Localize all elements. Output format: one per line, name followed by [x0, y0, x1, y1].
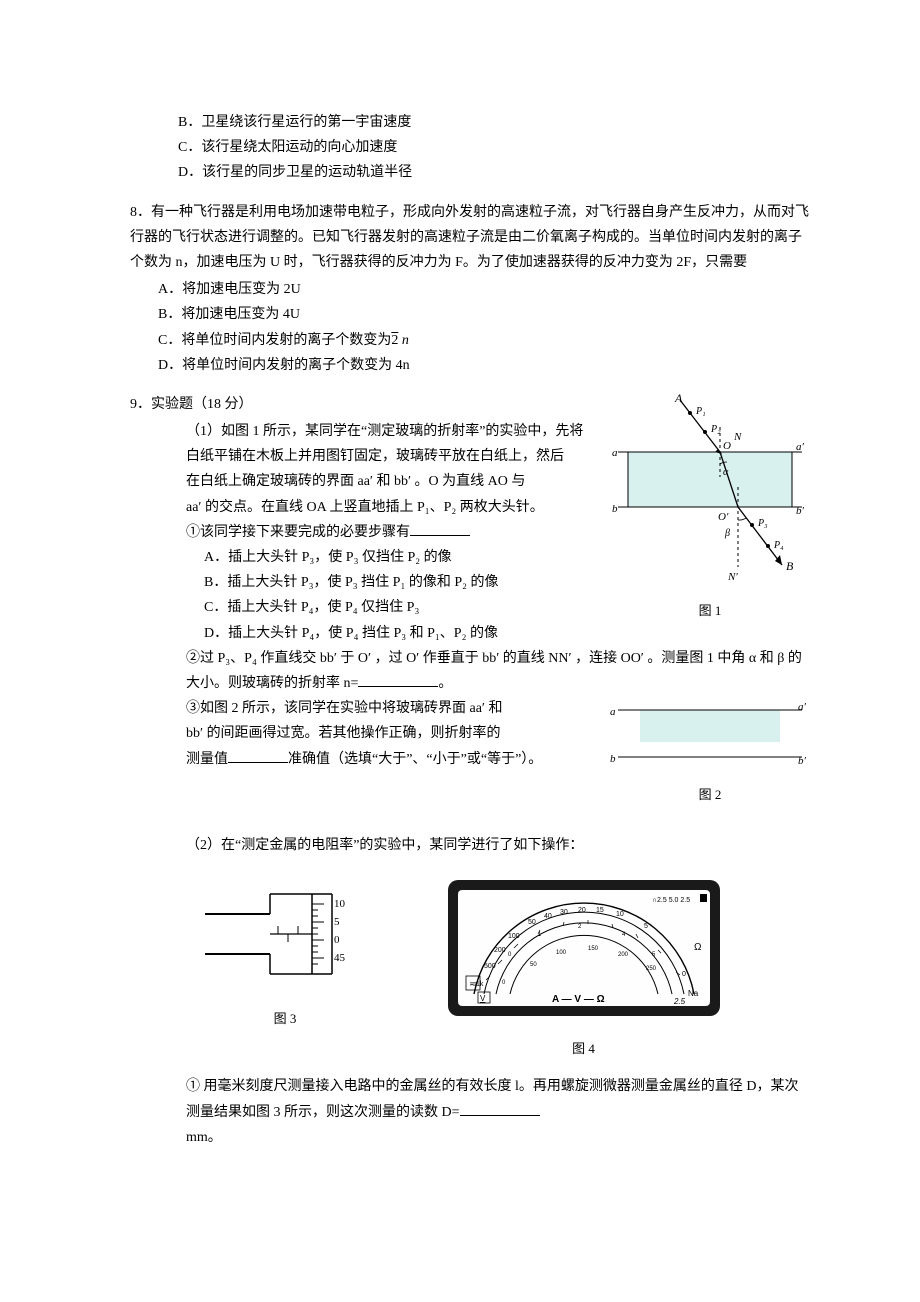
svg-text:α: α [723, 467, 729, 478]
q9-sub2: ②过 P₃、P₄ 作直线交 bb′ 于 O′ ，过 O′ 作垂直于 bb′ 的直… [186, 646, 810, 696]
figure-2-caption: 图 2 [610, 783, 810, 806]
q8-stem: 有一种飞行器是利用电场加速带电粒子，形成向外发射的高速粒子流，对飞行器自身产生反… [130, 205, 809, 270]
svg-text:10: 10 [334, 898, 346, 910]
figure-3-caption: 图 3 [190, 1007, 380, 1030]
svg-text:0: 0 [682, 971, 686, 978]
figure-1-svg: N N′ A P₁ P₂ B P₃ [610, 392, 810, 597]
q8: 8．有一种飞行器是利用电场加速带电粒子，形成向外发射的高速粒子流，对飞行器自身产… [130, 200, 810, 378]
q9-part1-label: （1） [186, 424, 221, 439]
q9-p1-l4: aa′ 的交点。在直线 OA 上竖直地插上 P₁、P₂ 两枚大头针。 [186, 500, 544, 515]
svg-text:b: b [610, 753, 616, 765]
q8-opt-b: B．将加速电压变为 4U [158, 302, 810, 327]
svg-text:a′: a′ [798, 702, 807, 713]
svg-text:150: 150 [588, 946, 599, 952]
q9-title: 实验题（18 分） [151, 397, 253, 412]
figure-2-svg: a a′ b b′ [610, 702, 810, 772]
svg-text:200: 200 [494, 947, 506, 954]
q8-number: 8． [130, 205, 151, 220]
svg-text:b′: b′ [798, 755, 807, 767]
blank-d [460, 1101, 540, 1116]
svg-text:a: a [612, 447, 618, 459]
svg-text:40: 40 [544, 913, 552, 920]
svg-text:b′: b′ [796, 505, 805, 517]
svg-text:5: 5 [334, 916, 340, 928]
figure-4: ∩2.5 5.0 2.5 1k 500 200 100 50 40 30 20 [444, 876, 724, 1061]
figure-4-caption: 图 4 [444, 1037, 724, 1060]
svg-text:200: 200 [618, 952, 629, 958]
q7-opt-d: D．该行星的同步卫星的运动轨道半径 [178, 160, 810, 185]
q8-opt-a: A．将加速电压变为 2U [158, 277, 810, 302]
svg-text:∩2.5 5.0 2.5: ∩2.5 5.0 2.5 [652, 897, 690, 904]
svg-text:100: 100 [508, 933, 520, 940]
svg-text:30: 30 [560, 909, 568, 916]
figure-1: N N′ A P₁ P₂ B P₃ [610, 392, 810, 622]
svg-text:20: 20 [578, 907, 586, 914]
svg-text:Na: Na [688, 989, 699, 998]
q9-part2-stem: 在“测定金属的电阻率”的实验中，某同学进行了如下操作： [221, 838, 583, 853]
q8-opt-c-pre: C．将单位时间内发射的离子个数变为 [158, 333, 391, 348]
blank-steps [410, 521, 470, 536]
q9-part2-sub1: ① 用毫米刻度尺测量接入电路中的金属丝的有效长度 l。再用螺旋测微器测量金属丝的… [130, 1074, 810, 1150]
blank-n [358, 672, 438, 687]
q8-opt-d: D．将单位时间内发射的离子个数变为 4n [158, 353, 810, 378]
q9-p2-s1-unit: mm。 [186, 1130, 222, 1145]
exam-page: B．卫星绕该行星运行的第一宇宙速度 C．该行星绕太阳运动的向心加速度 D．该行星… [0, 0, 920, 1302]
q9-sub1-label: ①该同学接下来要完成的必要步骤有 [186, 525, 410, 540]
svg-text:15: 15 [596, 907, 604, 914]
svg-text:N: N [733, 431, 742, 443]
svg-text:≂: ≂ [469, 979, 477, 990]
svg-text:P₂: P₂ [710, 424, 721, 435]
q9-part2: （2）在“测定金属的电阻率”的实验中，某同学进行了如下操作： [130, 833, 810, 858]
q9-sub3-tail: 准确值（选填“大于”、“小于”或“等于”）。 [288, 752, 542, 767]
blank-compare [228, 748, 288, 763]
q7-opt-c: C．该行星绕太阳运动的向心加速度 [178, 135, 810, 160]
svg-text:a: a [610, 706, 616, 718]
q9: 9．实验题（18 分） N N′ A [130, 392, 810, 1150]
svg-text:b: b [612, 503, 618, 515]
svg-text:100: 100 [556, 950, 567, 956]
q9-sub3-l3: 测量值 [186, 752, 228, 767]
svg-text:50: 50 [528, 919, 536, 926]
figure-1-caption: 图 1 [610, 599, 810, 622]
svg-text:Ω: Ω [694, 942, 702, 953]
svg-text:P₄: P₄ [773, 540, 784, 551]
q9-sub2-end: 。 [438, 676, 452, 691]
q9-p1-l1: 如图 1 所示，某同学在“测定玻璃的折射率”的实验中，先将 [221, 424, 583, 439]
svg-text:B: B [786, 559, 794, 573]
q7-options: B．卫星绕该行星运行的第一宇宙速度 C．该行星绕太阳运动的向心加速度 D．该行星… [130, 110, 810, 186]
svg-text:A — V — Ω: A — V — Ω [552, 994, 605, 1005]
figure-4-svg: ∩2.5 5.0 2.5 1k 500 200 100 50 40 30 20 [444, 876, 724, 1026]
svg-text:50: 50 [530, 962, 537, 968]
svg-text:O: O [723, 440, 731, 452]
svg-text:500: 500 [484, 963, 496, 970]
figure-3-svg: 10 5 0 45 [200, 876, 370, 996]
q9-sub3-l1: ③如图 2 所示，该同学在实验中将玻璃砖界面 aa′ 和 [186, 701, 503, 716]
q9-sub1-d: D．插上大头针 P₄，使 P₄ 挡住 P₃ 和 P₁、P₂ 的像 [204, 621, 810, 646]
q7-opt-b: B．卫星绕该行星运行的第一宇宙速度 [178, 110, 810, 135]
q9-sub2-text: ②过 P₃、P₄ 作直线交 bb′ 于 O′ ，过 O′ 作垂直于 bb′ 的直… [186, 651, 802, 691]
svg-text:250: 250 [646, 966, 657, 972]
svg-text:P₁: P₁ [695, 406, 706, 417]
svg-text:5: 5 [644, 923, 648, 930]
svg-text:A: A [674, 392, 683, 405]
svg-text:O′: O′ [718, 511, 729, 523]
svg-text:a′: a′ [796, 441, 805, 453]
figure-3: 10 5 0 45 图 3 [190, 876, 380, 1031]
q9-p1-l2: 白纸平铺在木板上并用图钉固定，玻璃砖平放在白纸上，然后 [186, 449, 564, 464]
q9-part2-label: （2） [186, 838, 221, 853]
figures-row: 10 5 0 45 图 3 ∩2.5 5.0 2.5 [190, 876, 810, 1061]
q9-p1-l3: 在白纸上确定玻璃砖的界面 aa′ 和 bb′ 。O 为直线 AO 与 [186, 474, 525, 489]
svg-text:45: 45 [334, 952, 346, 964]
svg-text:P₃: P₃ [757, 518, 768, 529]
q9-sub3-l2: bb′ 的间距画得过宽。若其他操作正确，则折射率的 [186, 726, 501, 741]
svg-text:β: β [724, 528, 730, 539]
svg-text:10: 10 [616, 911, 624, 918]
q9-number: 9． [130, 397, 151, 412]
figure-2: a a′ b b′ 图 2 [610, 702, 810, 807]
q8-opt-c: C．将单位时间内发射的离子个数变为2 n [158, 328, 810, 353]
svg-text:2.5: 2.5 [673, 997, 686, 1006]
svg-text:0: 0 [334, 934, 340, 946]
svg-text:V: V [480, 994, 486, 1003]
svg-text:N′: N′ [727, 571, 738, 583]
